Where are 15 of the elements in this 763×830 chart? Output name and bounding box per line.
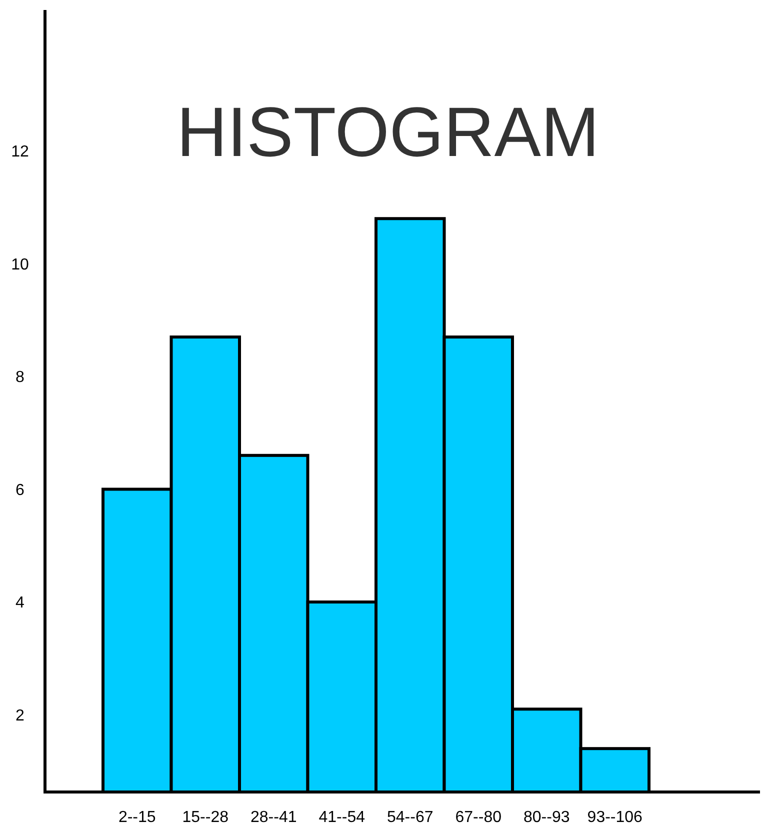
x-tick-label: 15--28 xyxy=(182,809,229,826)
x-tick-label: 2--15 xyxy=(118,809,156,826)
x-tick-label: 54--67 xyxy=(387,809,434,826)
text: HISTOGRAM xyxy=(176,93,600,171)
y-tick-label: 2 xyxy=(16,707,25,724)
y-tick-label: 4 xyxy=(16,594,25,612)
y-tick-label: 8 xyxy=(16,369,25,386)
y-tick-label: 10 xyxy=(11,256,29,274)
y-tick-label: 6 xyxy=(16,482,25,499)
x-tick-label: 80--93 xyxy=(524,809,570,826)
y-tick-label: 12 xyxy=(11,144,29,161)
x-tick-label: 93--106 xyxy=(587,809,643,826)
x-tick-label: 67--80 xyxy=(455,809,502,826)
x-tick-label: 41--54 xyxy=(318,809,366,826)
x-tick-label: 28--41 xyxy=(250,809,297,826)
